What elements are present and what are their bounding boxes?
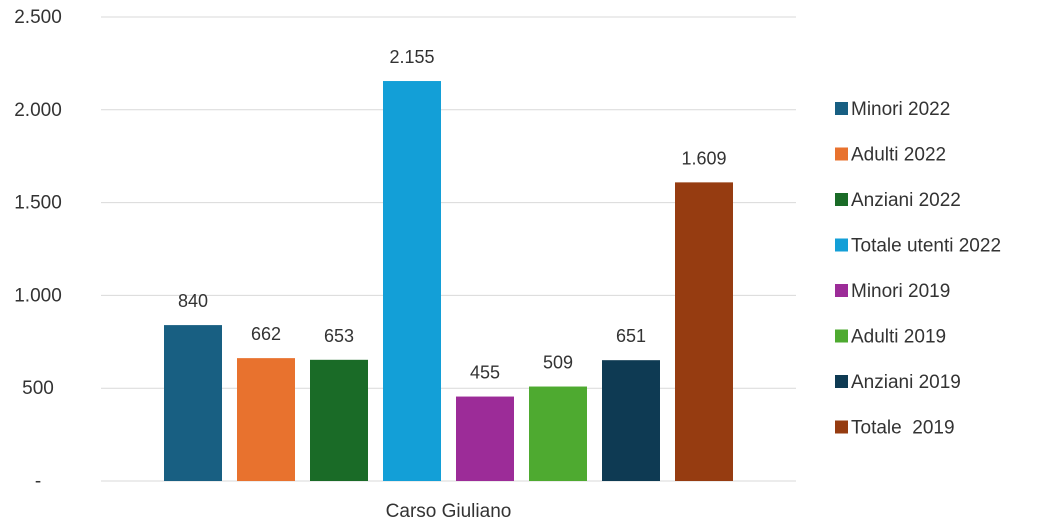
bar-minori-2022: [164, 325, 222, 481]
y-axis: - 500 1.000 1.500 2.000 2.500: [14, 7, 62, 492]
y-tick-label: -: [35, 471, 41, 492]
legend-swatch: [835, 193, 848, 206]
legend-label: Anziani 2019: [851, 372, 961, 393]
legend-swatch: [835, 147, 848, 161]
legend-label: Adulti 2019: [851, 327, 946, 348]
y-tick-label: 2.500: [14, 7, 62, 28]
y-tick-label: 500: [22, 378, 54, 399]
bar-totale-2019: [675, 182, 733, 481]
legend-swatch: [835, 329, 848, 343]
bar-anziani-2019: [602, 360, 660, 481]
legend-swatch: [835, 238, 848, 252]
data-label: 455: [470, 363, 500, 383]
data-label: 509: [543, 353, 573, 373]
bar-adulti-2019: [529, 386, 587, 481]
legend-label: Minori 2019: [851, 281, 950, 302]
data-label: 662: [251, 324, 281, 344]
y-tick-label: 1.500: [14, 193, 62, 214]
y-tick-label: 1.000: [14, 285, 62, 306]
legend: Minori 2022 Adulti 2022 Anziani 2022 Totale…: [835, 99, 1001, 439]
legend-label: Anziani 2022: [851, 190, 961, 211]
legend-label: Adulti 2022: [851, 145, 946, 166]
data-label: 1.609: [681, 148, 726, 168]
legend-label: Totale utenti 2022: [851, 236, 1001, 257]
bar-anziani-2022: [310, 359, 368, 481]
x-category-label: Carso Giuliano: [386, 501, 512, 522]
bar-minori-2019: [456, 396, 514, 481]
legend-label: Minori 2022: [851, 99, 950, 120]
legend-swatch: [835, 102, 848, 115]
legend-swatch: [835, 284, 848, 297]
data-label: 653: [324, 326, 354, 346]
legend-swatch: [835, 375, 848, 388]
legend-label: Totale 2019: [851, 418, 955, 439]
data-label: 840: [178, 291, 208, 311]
x-axis: Carso Giuliano: [386, 501, 512, 522]
bar-adulti-2022: [237, 358, 295, 481]
legend-swatch: [835, 420, 848, 434]
bars: [164, 81, 733, 482]
bar-totale-utenti-2022: [383, 81, 441, 482]
data-label: 2.155: [389, 47, 434, 67]
data-labels: 840 662 653 2.155 455 509 651 1.609: [178, 47, 727, 383]
data-label: 651: [616, 326, 646, 346]
y-tick-label: 2.000: [14, 100, 62, 121]
